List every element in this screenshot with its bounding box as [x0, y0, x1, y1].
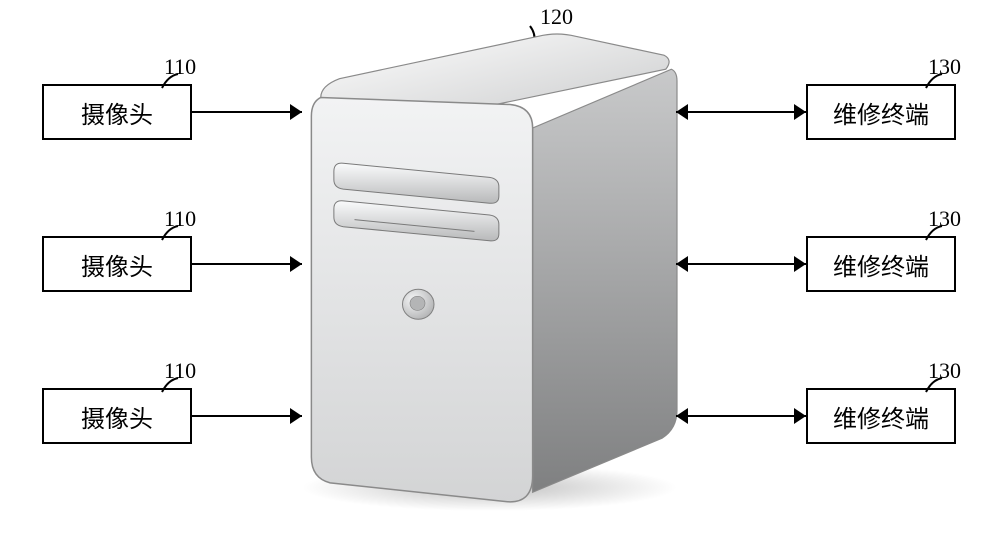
maint-terminal-tick-1 [926, 226, 946, 247]
maint-terminal-label: 维修终端 [833, 247, 929, 282]
camera-tick-2 [162, 378, 182, 399]
maint-terminal-tick-0 [926, 74, 946, 95]
camera-tick-1 [162, 226, 182, 247]
camera-label: 摄像头 [81, 247, 153, 282]
camera-label: 摄像头 [81, 95, 153, 130]
maint-terminal-tick-2 [926, 378, 946, 399]
maint-terminal-label: 维修终端 [833, 95, 929, 130]
camera-label: 摄像头 [81, 399, 153, 434]
camera-tick-0 [162, 74, 182, 95]
maint-terminal-label: 维修终端 [833, 399, 929, 434]
server-icon [302, 34, 677, 504]
